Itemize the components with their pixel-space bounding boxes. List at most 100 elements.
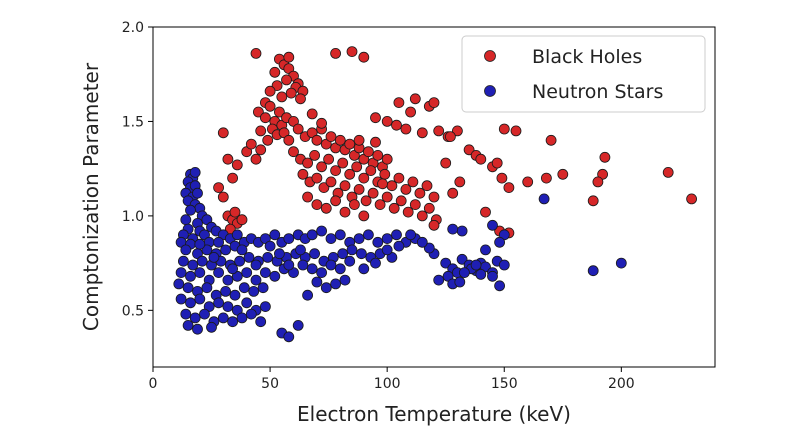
data-point [269, 270, 281, 282]
data-point [192, 187, 203, 199]
data-point [494, 236, 506, 248]
data-point [217, 191, 229, 203]
data-point [400, 123, 412, 135]
data-point [395, 195, 407, 207]
data-point [355, 248, 367, 260]
data-point [250, 48, 262, 59]
data-point [175, 293, 187, 305]
data-point [353, 134, 365, 146]
data-point [236, 312, 248, 324]
data-point [381, 116, 393, 127]
data-point [206, 321, 217, 333]
data-point [217, 312, 229, 324]
data-point [236, 244, 248, 256]
legend-label-neutron-stars: Neutron Stars [532, 81, 663, 103]
data-point [229, 206, 241, 218]
data-point [182, 319, 194, 331]
data-point [201, 244, 213, 256]
data-point [180, 244, 192, 256]
data-point [283, 331, 295, 343]
data-point [309, 149, 321, 161]
data-point [302, 157, 314, 169]
data-point [185, 204, 196, 216]
data-point [309, 248, 321, 260]
data-point [320, 202, 332, 214]
data-point [339, 180, 351, 192]
data-point [433, 125, 445, 137]
data-point [393, 240, 405, 252]
data-point [227, 316, 239, 328]
data-point [236, 214, 248, 226]
data-point [407, 176, 419, 188]
data-point [213, 297, 225, 309]
data-point [245, 138, 257, 150]
data-point [494, 280, 506, 292]
legend-marker-neutron-stars [484, 85, 496, 97]
data-point [662, 166, 674, 178]
data-point [185, 270, 196, 282]
data-point [222, 301, 234, 313]
x-tick-label: 150 [491, 376, 518, 392]
data-point [428, 97, 440, 108]
data-point [372, 236, 384, 248]
data-point [292, 123, 304, 135]
data-point [330, 195, 342, 207]
data-point [379, 168, 391, 180]
data-point [337, 248, 349, 260]
data-point [428, 219, 440, 231]
data-point [599, 151, 611, 163]
data-point [440, 257, 452, 269]
data-point [400, 183, 412, 195]
data-point [409, 199, 421, 211]
data-point [196, 255, 208, 267]
data-point [316, 225, 328, 237]
data-point [353, 233, 365, 245]
legend-label-black-holes: Black Holes [532, 46, 642, 68]
data-point [503, 182, 515, 194]
data-point [238, 282, 250, 294]
data-point [222, 153, 234, 165]
data-point [220, 244, 232, 256]
data-point [273, 106, 285, 118]
data-point [362, 229, 374, 241]
data-point [311, 172, 323, 184]
data-point [370, 136, 381, 148]
data-point [173, 278, 185, 290]
data-point [686, 193, 697, 205]
data-point [255, 144, 267, 156]
data-point [365, 165, 377, 177]
data-point [498, 123, 510, 135]
data-point [358, 210, 370, 222]
data-point [252, 106, 264, 118]
data-point [416, 127, 428, 139]
data-point [510, 125, 522, 137]
data-point [255, 125, 267, 137]
data-point [334, 134, 346, 146]
data-point [339, 274, 351, 286]
data-point [320, 282, 332, 294]
data-point [281, 74, 292, 86]
data-point [402, 206, 414, 218]
data-point [248, 285, 260, 297]
data-point [243, 251, 255, 263]
data-point [288, 146, 299, 158]
data-point [330, 48, 342, 59]
data-point [344, 168, 356, 180]
data-point [302, 289, 314, 301]
data-point [444, 131, 456, 143]
data-point [391, 229, 402, 241]
data-point [440, 157, 452, 169]
data-point [318, 182, 330, 194]
data-point [522, 176, 534, 188]
y-tick-label: 1.0 [122, 209, 144, 225]
data-point [447, 187, 459, 199]
data-point [391, 119, 402, 131]
data-point [306, 229, 318, 241]
data-point [480, 206, 491, 218]
x-tick-label: 50 [261, 376, 279, 392]
data-point [615, 257, 627, 269]
data-point [344, 255, 356, 267]
data-point [433, 274, 445, 286]
data-point [271, 80, 283, 91]
data-point [302, 191, 314, 203]
